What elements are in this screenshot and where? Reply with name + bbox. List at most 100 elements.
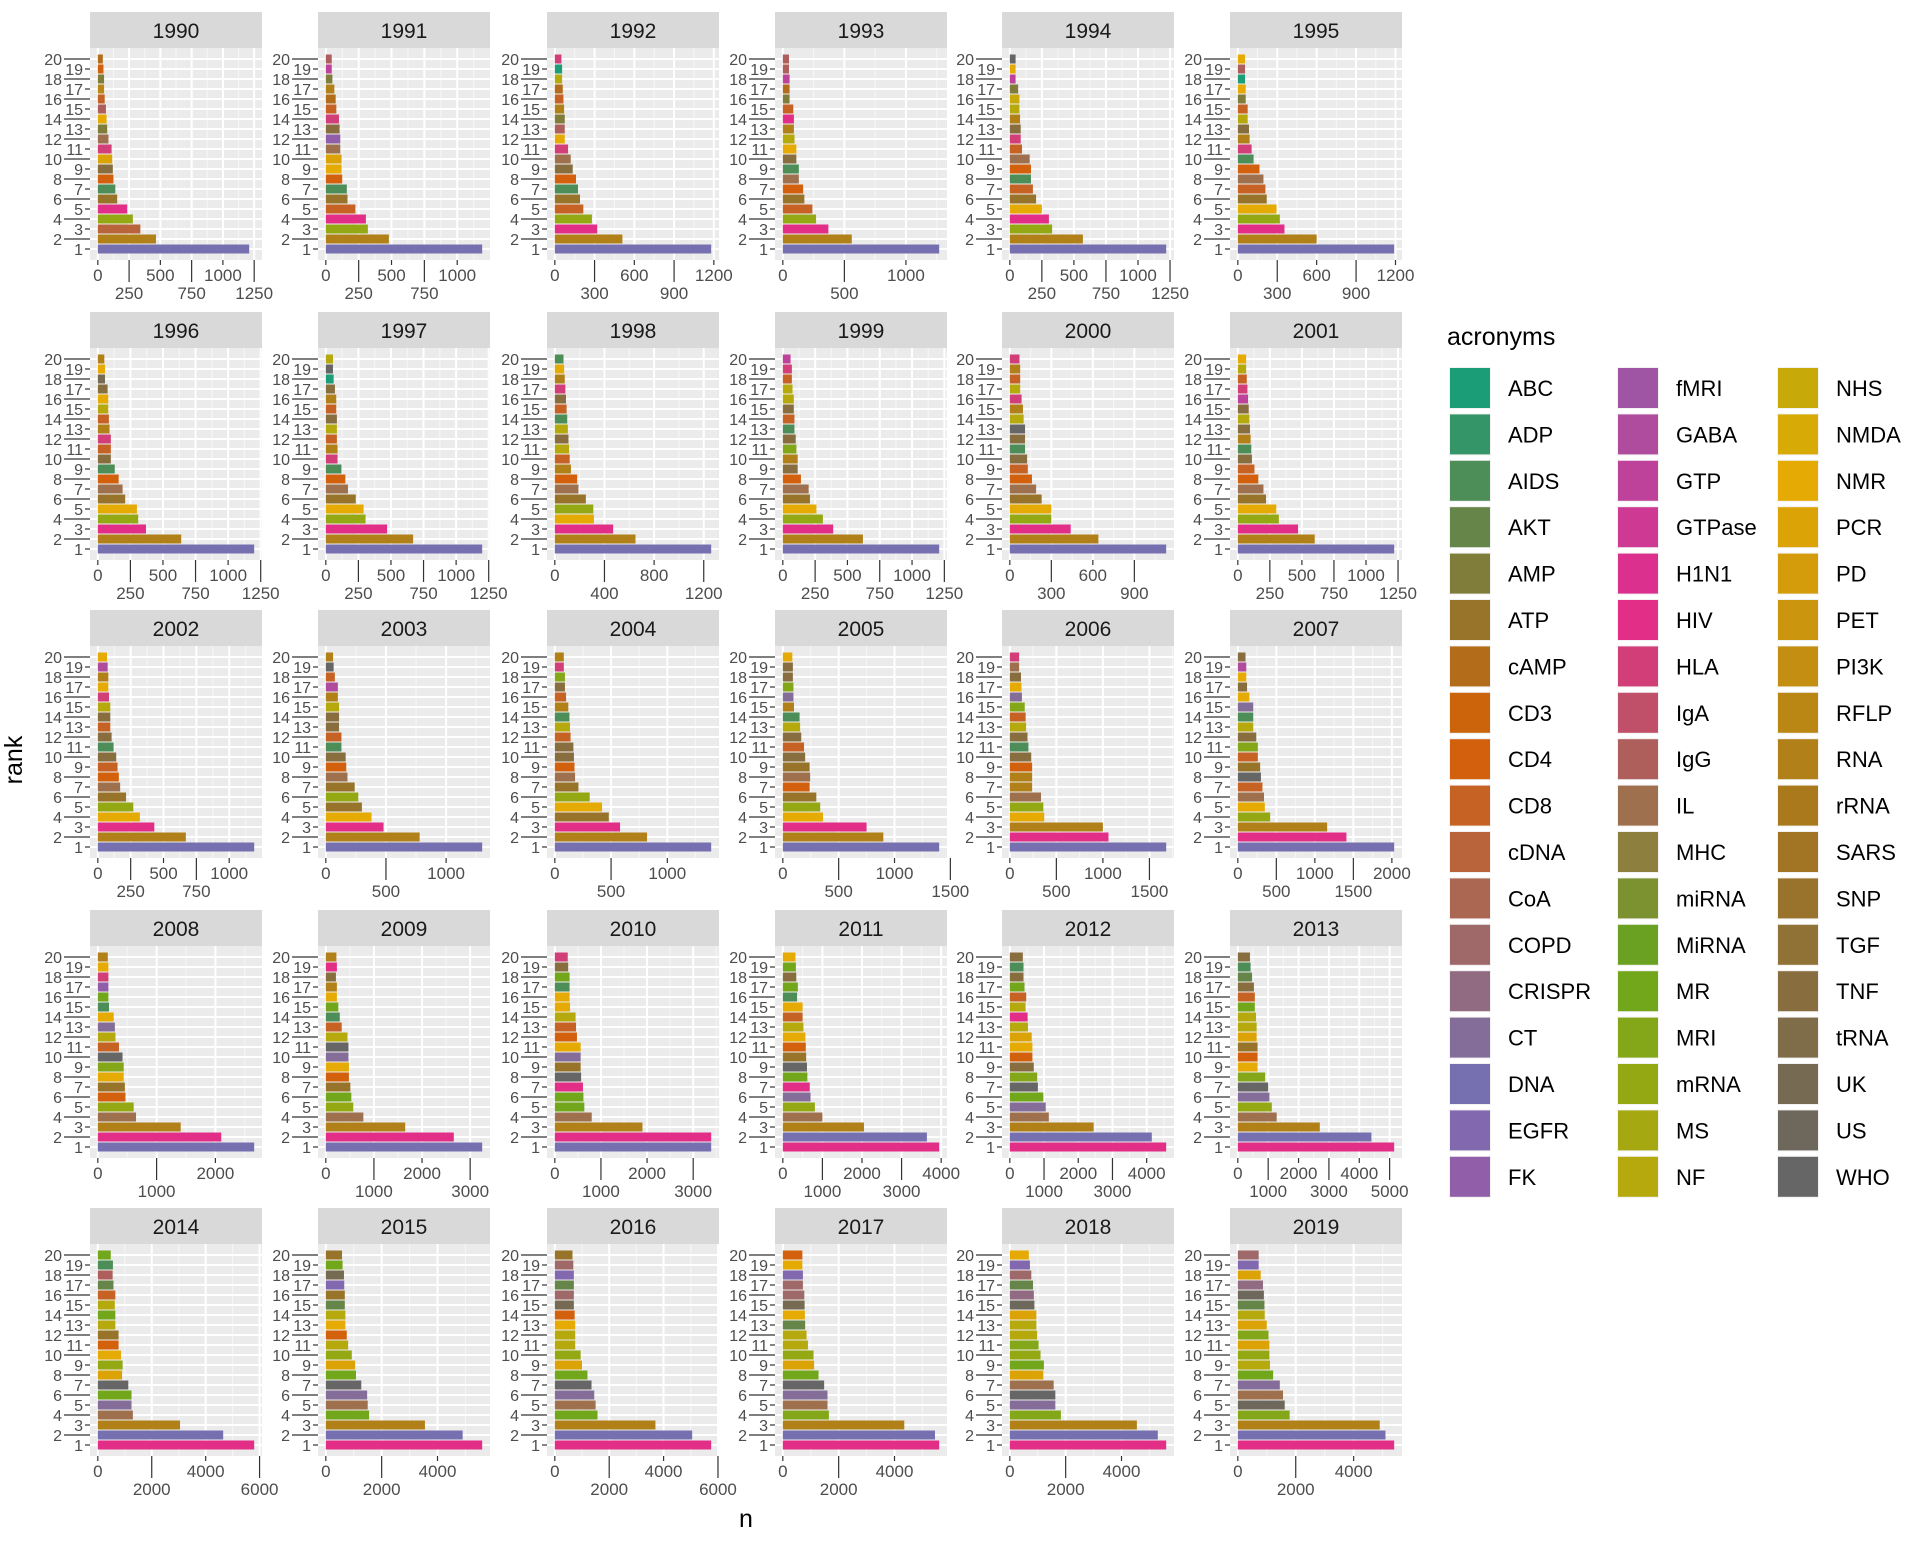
y-tick-label: 20	[44, 52, 62, 69]
bar-rank-20-AIDS	[554, 354, 564, 364]
bar-rank-3-RNA	[1009, 1122, 1094, 1132]
bar-rank-5-CD8	[782, 204, 813, 214]
y-tick-label: 14	[956, 1308, 974, 1325]
y-tick-label: 14	[44, 1010, 62, 1027]
y-tick-label: 13	[977, 1020, 995, 1037]
y-tick-label: 5	[74, 502, 83, 519]
y-tick-label: 19	[522, 362, 540, 379]
bar-rank-16-NMR	[97, 394, 109, 404]
x-tick-label: 2000	[403, 1164, 441, 1183]
legend-label: CD3	[1508, 701, 1552, 726]
y-tick-label: 11	[751, 740, 768, 757]
y-tick-label: 15	[1205, 1000, 1223, 1017]
y-tick-label: 14	[1184, 412, 1202, 429]
bar-rank-2-DNA	[1009, 1132, 1152, 1142]
y-tick-label: 17	[293, 980, 311, 997]
legend-item-CRISPR: CRISPR	[1449, 970, 1591, 1013]
bar-rank-8-IL	[782, 772, 811, 782]
facet-label: 2012	[1065, 918, 1112, 941]
y-tick-label: 13	[977, 1318, 995, 1335]
legend-swatch	[1778, 1110, 1818, 1151]
y-tick-label: 18	[44, 72, 62, 89]
bar-rank-14-AIDS	[554, 414, 568, 424]
bar-rank-11-IL	[325, 144, 341, 154]
bar-rank-14-CD8	[782, 414, 795, 424]
legend-item-RFLP: RFLP	[1777, 691, 1892, 734]
bar-rank-18-NF	[554, 74, 563, 84]
legend-swatch	[1618, 1017, 1658, 1058]
bar-rank-6-CD4	[97, 1092, 126, 1102]
bar-rank-3-HIV	[782, 822, 867, 832]
bar-rank-19-COPD	[554, 1260, 574, 1270]
bar-rank-15-CD8	[1237, 104, 1248, 114]
y-tick-label: 14	[1184, 710, 1202, 727]
bar-rank-18-CD8	[325, 672, 335, 682]
bar-rank-16-CD8	[1009, 992, 1027, 1002]
bar-rank-10-TNF	[1009, 454, 1028, 464]
x-tick-label: 6000	[699, 1480, 737, 1499]
y-tick-label: 18	[272, 970, 290, 987]
y-tick-label: 1	[531, 1438, 540, 1455]
facet-label: 2005	[838, 618, 885, 641]
facet-label: 2018	[1065, 1216, 1112, 1239]
legend-label: MS	[1676, 1118, 1709, 1143]
bar-rank-11-CD8	[1009, 144, 1022, 154]
x-tick-label: 500	[149, 864, 177, 883]
legend-swatch	[1618, 1110, 1658, 1151]
y-tick-label: 7	[759, 1080, 768, 1097]
bar-rank-6-MR	[1009, 1092, 1044, 1102]
y-tick-label: 17	[977, 382, 995, 399]
bar-rank-14-CD4	[554, 1310, 575, 1320]
x-tick-label: 1250	[925, 584, 963, 603]
y-tick-label: 17	[65, 980, 83, 997]
bar-rank-20-NMR	[1009, 1250, 1029, 1260]
bar-rank-17-AMP	[1009, 84, 1019, 94]
y-tick-label: 13	[65, 422, 83, 439]
bar-rank-8-CD4	[1237, 474, 1259, 484]
bar-rank-9-CD4	[1009, 164, 1031, 174]
bar-rank-14-RNA	[1009, 114, 1021, 124]
y-tick-label: 11	[294, 740, 311, 757]
bar-rank-7-RNA	[1009, 782, 1033, 792]
bar-rank-2-HIV	[1237, 832, 1347, 842]
facet-label: 2017	[838, 1216, 885, 1239]
bar-rank-13-NF	[325, 424, 337, 434]
y-tick-label: 5	[531, 202, 540, 219]
bar-rank-9-RNA	[554, 464, 571, 474]
x-tick-label: 1000	[1025, 1182, 1063, 1201]
bar-rank-16-CT	[1009, 692, 1022, 702]
bar-rank-5-NMR	[782, 504, 817, 514]
legend-label: CT	[1508, 1026, 1537, 1051]
y-tick-label: 1	[531, 1140, 540, 1157]
x-tick-label: 1000	[803, 1182, 841, 1201]
y-tick-label: 5	[74, 1100, 83, 1117]
y-tick-label: 19	[293, 62, 311, 79]
facet-label: 1997	[381, 320, 428, 343]
bar-rank-17-MR	[1009, 982, 1025, 992]
y-tick-label: 9	[74, 1358, 83, 1375]
y-tick-label: 17	[522, 980, 540, 997]
facet-label: 2010	[610, 918, 657, 941]
legend-item-UK: UK	[1777, 1063, 1867, 1105]
x-tick-label: 0	[93, 864, 102, 883]
y-tick-label: 8	[510, 1070, 519, 1087]
y-tick-label: 19	[522, 660, 540, 677]
bar-rank-5-mRNA	[1237, 1102, 1272, 1112]
legend-label: WHO	[1836, 1165, 1890, 1190]
facet-strip	[1230, 610, 1402, 646]
y-tick-label: 19	[977, 660, 995, 677]
facet-2004: 2004050010001234567891011121314151617181…	[501, 610, 719, 901]
bar-rank-8-CD4	[97, 474, 119, 484]
y-tick-label: 12	[272, 1328, 290, 1345]
x-tick-label: 1000	[1296, 864, 1334, 883]
y-tick-label: 13	[522, 122, 540, 139]
x-tick-label: 0	[778, 266, 787, 285]
x-tick-label: 1200	[685, 584, 723, 603]
bar-rank-13-TNF	[1237, 124, 1249, 134]
y-tick-label: 2	[1193, 830, 1202, 847]
y-tick-label: 15	[65, 402, 83, 419]
bar-rank-1-DNA	[1009, 842, 1167, 852]
bar-rank-16-TNF	[554, 394, 566, 404]
legend-swatch	[1450, 646, 1490, 687]
y-tick-label: 5	[531, 800, 540, 817]
